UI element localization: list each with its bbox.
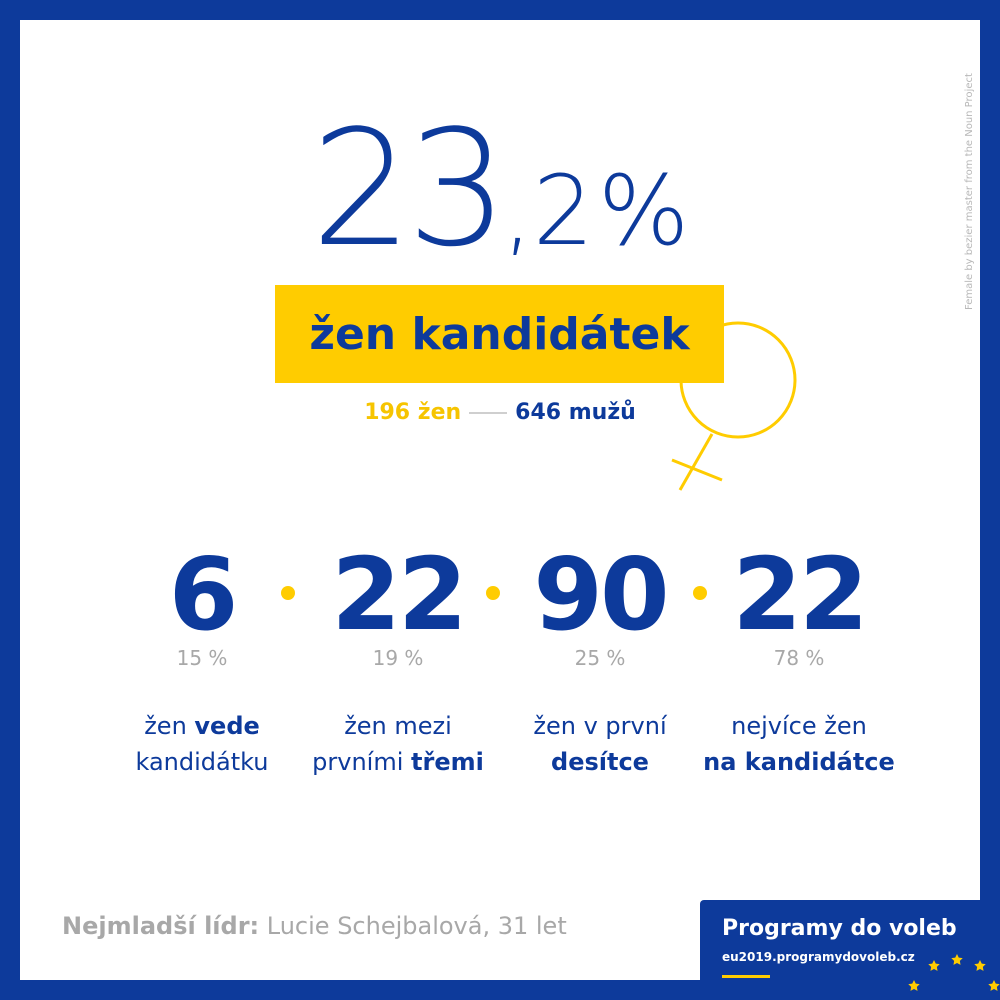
brand-title: Programy do voleb xyxy=(722,916,957,941)
brand-block[interactable]: Programy do voleb eu2019.programydovoleb… xyxy=(700,900,1000,1000)
headline-percent-sign: % xyxy=(597,155,690,267)
stat-lead: 6 15 % žen vede kandidátku xyxy=(92,540,312,780)
counts-line: 196 žen 646 mužů xyxy=(0,400,1000,425)
stat-description: žen v první desítce xyxy=(490,708,710,780)
stat-description: nejvíce žen na kandidátce xyxy=(689,708,909,780)
desc-text: nejvíce žen xyxy=(731,712,867,740)
desc-bold: vede xyxy=(194,712,260,740)
label-text: žen kandidátek xyxy=(309,308,690,360)
content-card xyxy=(20,20,980,980)
headline-percentage: 23,2% xyxy=(0,95,1000,282)
youngest-label: Nejmladší lídr: xyxy=(62,912,260,940)
stat-number: 22 xyxy=(732,536,868,653)
brand-underline xyxy=(722,975,770,978)
desc-bold: na kandidátce xyxy=(703,748,895,776)
separator-dot xyxy=(281,586,295,600)
desc-text: kandidátku xyxy=(135,748,269,776)
stat-percent: 78 % xyxy=(773,646,825,670)
separator-dot xyxy=(486,586,500,600)
headline-integer: 23 xyxy=(310,95,509,282)
stat-description: žen mezi prvními třemi xyxy=(288,708,508,780)
desc-text: žen xyxy=(144,712,195,740)
desc-text: žen mezi xyxy=(344,712,452,740)
stat-most-women: 22 78 % nejvíce žen na kandidátce xyxy=(689,540,909,780)
youngest-leader: Nejmladší lídr: Lucie Schejbalová, 31 le… xyxy=(62,912,567,940)
headline-decimal: ,2 xyxy=(502,155,594,267)
eu-stars-icon xyxy=(908,954,1000,991)
youngest-value: Lucie Schejbalová, 31 let xyxy=(259,912,567,940)
stat-percent: 15 % xyxy=(176,646,228,670)
separator-dot xyxy=(693,586,707,600)
stat-top-three: 22 19 % žen mezi prvními třemi xyxy=(288,540,508,780)
stat-number: 22 xyxy=(331,536,467,653)
stat-number: 90 xyxy=(533,536,669,653)
men-count: 646 mužů xyxy=(515,400,636,425)
stat-description: žen vede kandidátku xyxy=(92,708,312,780)
women-count: 196 žen xyxy=(364,400,462,425)
stat-top-ten: 90 25 % žen v první desítce xyxy=(490,540,710,780)
stat-percent: 19 % xyxy=(372,646,424,670)
counts-divider xyxy=(469,412,508,414)
desc-bold: třemi xyxy=(411,748,484,776)
desc-text: žen v první xyxy=(533,712,667,740)
label-box: žen kandidátek xyxy=(275,285,724,383)
brand-url[interactable]: eu2019.programydovoleb.cz xyxy=(722,950,915,964)
desc-bold: desítce xyxy=(551,748,649,776)
stat-percent: 25 % xyxy=(574,646,626,670)
desc-text: prvními xyxy=(312,748,412,776)
stat-number: 6 xyxy=(168,536,239,653)
